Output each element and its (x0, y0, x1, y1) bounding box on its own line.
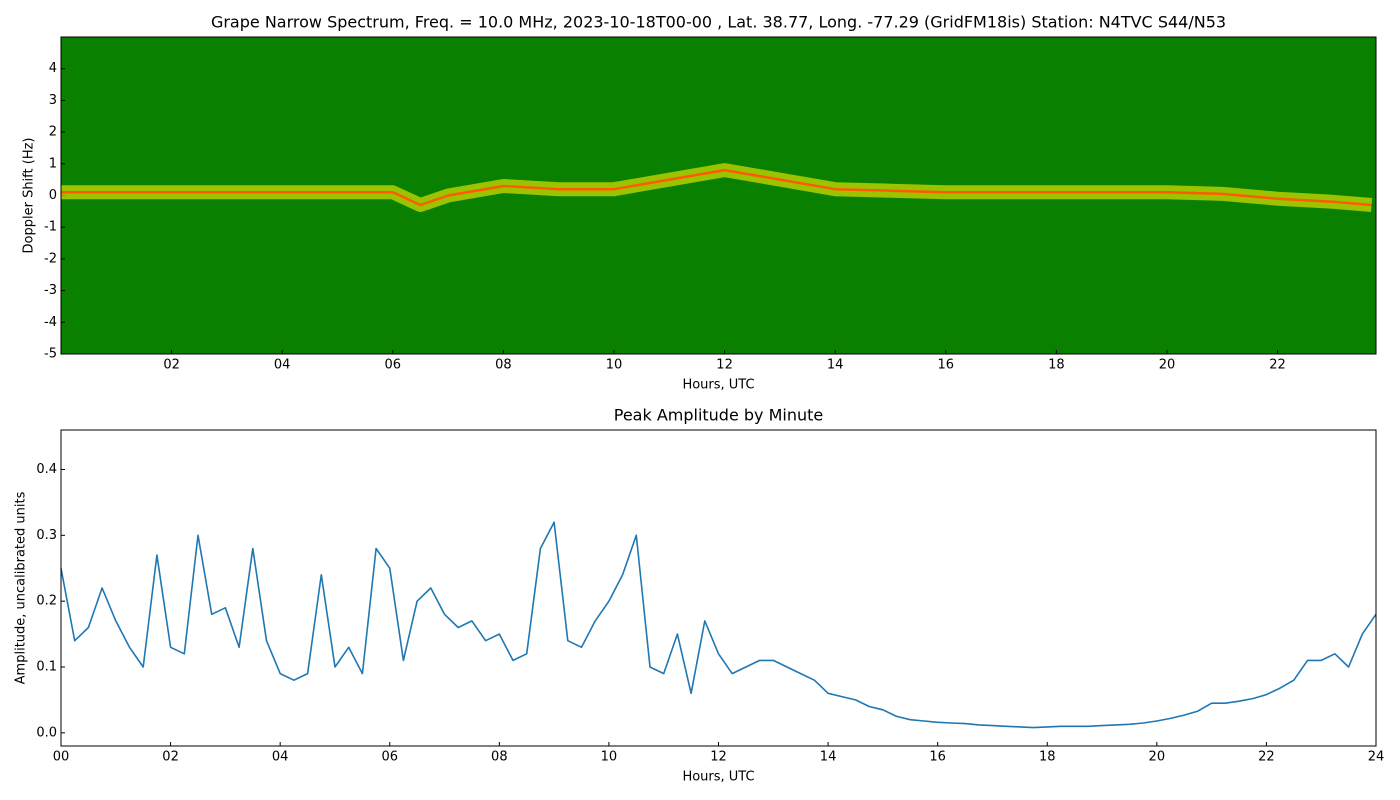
x-tick-label: 14 (820, 750, 837, 765)
y-tick-label: -1 (44, 220, 57, 235)
y-tick-label: -5 (44, 347, 57, 362)
x-tick-label: 16 (938, 358, 955, 373)
y-tick-label: 0.0 (36, 725, 57, 740)
line (60, 521, 1377, 729)
x-tick-label: 10 (606, 358, 623, 373)
x-tick-label: 18 (1039, 750, 1056, 765)
chart-title: Peak Amplitude by Minute (614, 406, 824, 425)
x-tick-label: 08 (495, 358, 512, 373)
x-tick-label: 22 (1269, 358, 1286, 373)
x-tick-label: 12 (710, 750, 727, 765)
x-axis-label: Hours, UTC (682, 378, 754, 393)
plot-frame (60, 36, 1377, 355)
y-tick-label: 0.2 (36, 594, 57, 609)
x-tick-label: 14 (827, 358, 844, 373)
x-tick-label: 20 (1149, 750, 1166, 765)
y-tick-label: -2 (44, 251, 57, 266)
x-tick-label: 04 (272, 750, 289, 765)
y-tick-label: -3 (44, 283, 57, 298)
y-tick-label: 1 (49, 156, 57, 171)
y-tick-label: 4 (49, 61, 57, 76)
y-tick-label: 0.4 (36, 462, 57, 477)
doppler-trace (61, 168, 1372, 207)
y-tick-label: -4 (44, 315, 57, 330)
x-tick-label: 02 (162, 750, 179, 765)
chart-title: Grape Narrow Spectrum, Freq. = 10.0 MHz,… (211, 13, 1226, 32)
x-tick-label: 00 (53, 750, 70, 765)
plot-frame (60, 429, 1377, 747)
x-tick-label: 04 (274, 358, 291, 373)
x-tick-label: 12 (716, 358, 733, 373)
x-tick-label: 20 (1159, 358, 1176, 373)
x-tick-label: 22 (1258, 750, 1275, 765)
y-tick-label: 0 (49, 188, 57, 203)
x-tick-label: 02 (163, 358, 180, 373)
y-axis-label: Amplitude, uncalibrated units (14, 491, 29, 684)
x-axis-label: Hours, UTC (682, 770, 754, 785)
x-tick-label: 06 (381, 750, 398, 765)
y-tick-label: 3 (49, 93, 57, 108)
y-tick-label: 0.3 (36, 528, 57, 543)
x-tick-label: 24 (1368, 750, 1385, 765)
x-tick-label: 10 (601, 750, 618, 765)
x-tick-label: 18 (1048, 358, 1065, 373)
x-tick-label: 08 (491, 750, 508, 765)
y-tick-label: 2 (49, 125, 57, 140)
x-tick-label: 06 (385, 358, 402, 373)
y-axis-label: Doppler Shift (Hz) (22, 138, 37, 254)
y-tick-label: 0.1 (36, 660, 57, 675)
x-tick-label: 16 (929, 750, 946, 765)
